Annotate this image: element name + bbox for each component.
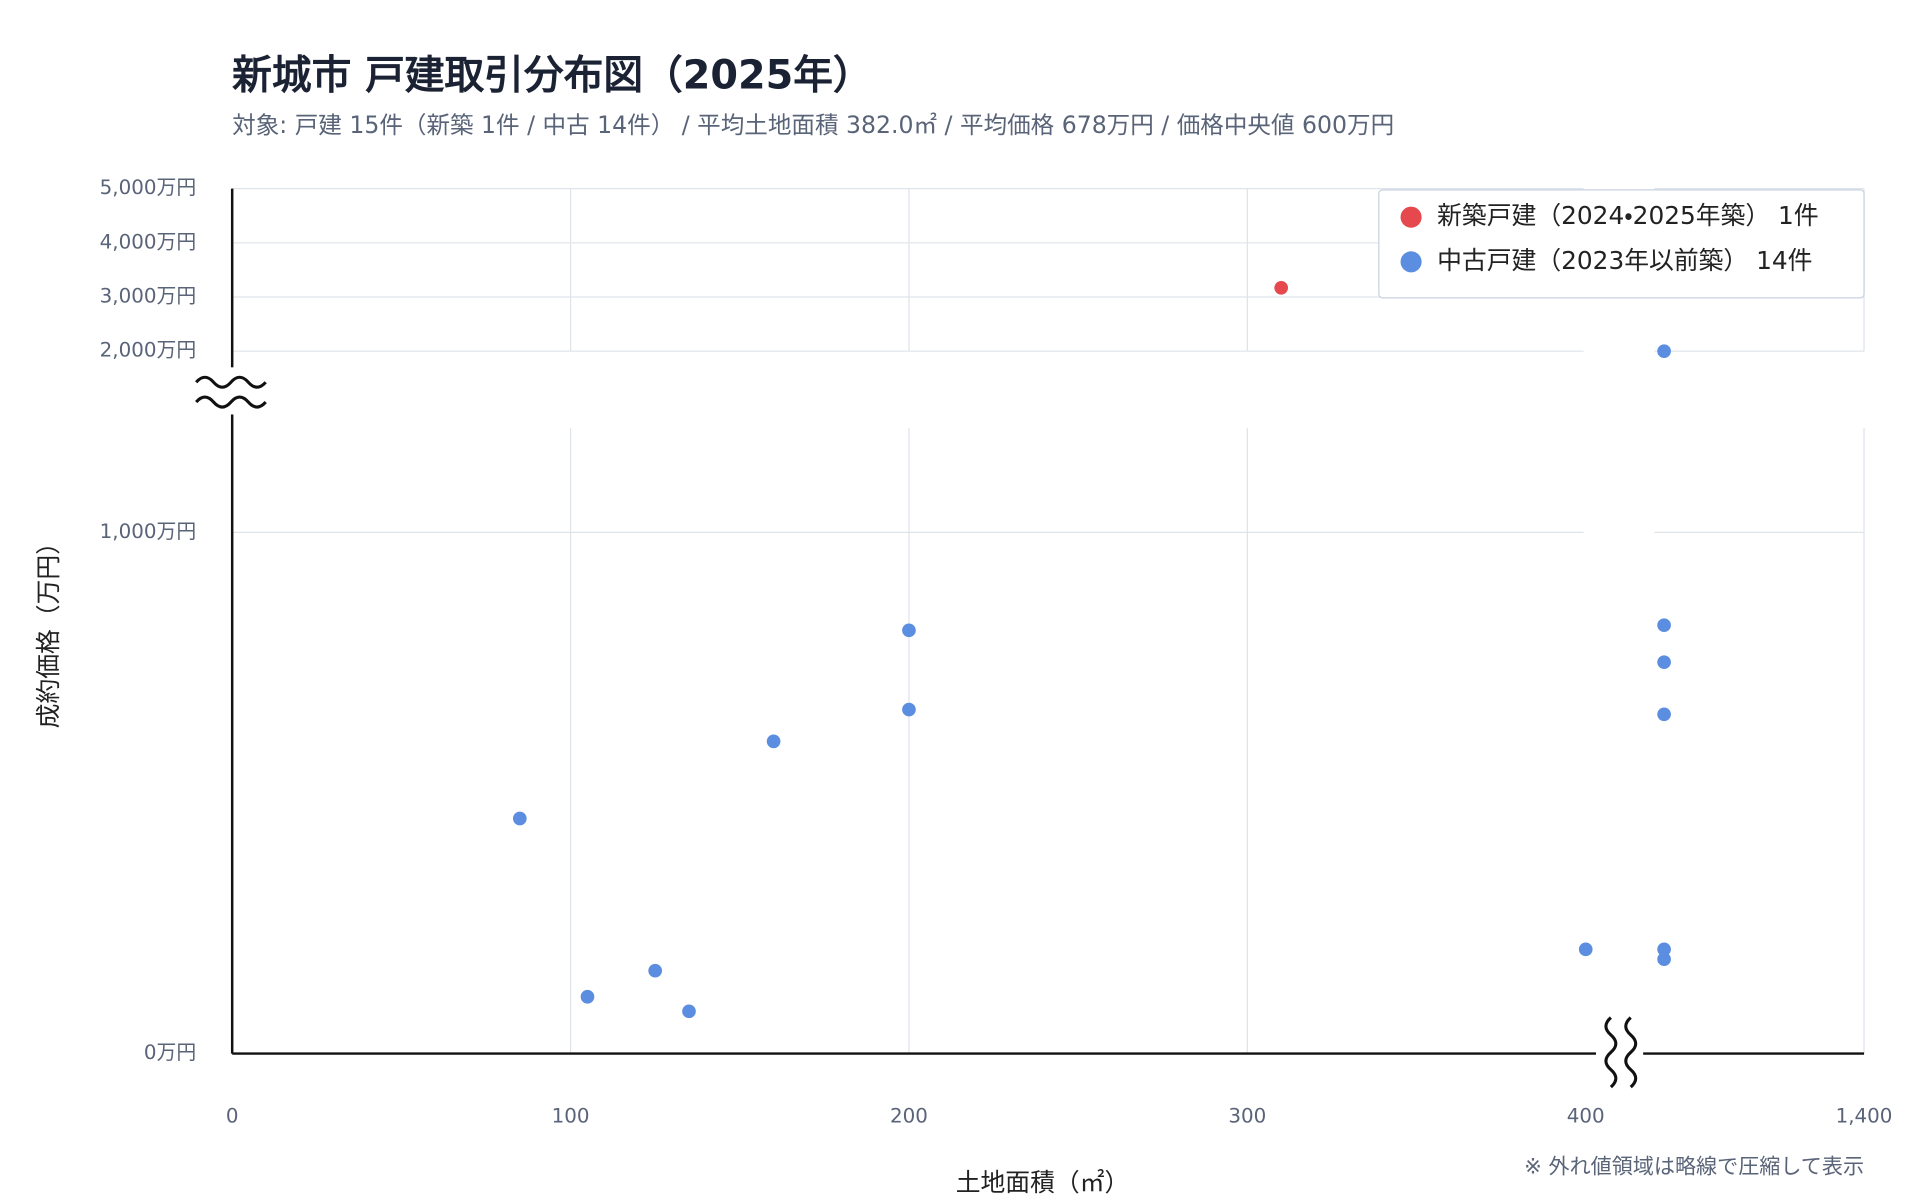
point — [902, 623, 916, 638]
y-tick-label: 3,000万円 — [100, 285, 196, 308]
legend-marker — [1400, 206, 1422, 228]
legend-marker — [1400, 251, 1422, 273]
grid: 0 100 200 300 400 1,400 0万円 1,000万円 2,000万円 3,000… — [100, 176, 1893, 1127]
y-tick-label: 0万円 — [144, 1041, 196, 1064]
x-tick-label: 300 — [1228, 1104, 1266, 1127]
y-tick-label: 4,000万円 — [100, 230, 196, 253]
chart-title: 新城市 戸建取引分布図（2025年） — [232, 53, 872, 99]
x-axis-title: 土地面積（㎡） — [956, 1168, 1130, 1197]
y-axis-title: 成約価格（万円） — [34, 530, 63, 728]
chart-subtitle: 対象: 戸建 15件（新築 1件 / 中古 14件） / 平均土地面積 382.… — [232, 111, 1394, 139]
point — [648, 963, 662, 978]
point — [1657, 655, 1671, 669]
points — [512, 280, 1671, 1019]
point — [682, 1004, 696, 1019]
point — [1657, 618, 1671, 632]
point — [1657, 952, 1671, 967]
x-axis-break — [1595, 1016, 1644, 1090]
y-tick-label: 2,000万円 — [100, 339, 196, 362]
legend-label: 中古戸建（2023年以前築） 14件 — [1437, 246, 1812, 275]
point — [1657, 942, 1671, 957]
point — [1657, 344, 1671, 359]
x-tick-label: 200 — [890, 1104, 928, 1127]
x-tick-label: 100 — [552, 1104, 590, 1127]
x-tick-label: 1,400 — [1836, 1104, 1893, 1127]
y-axis-break — [195, 367, 271, 415]
y-tick-label: 1,000万円 — [100, 520, 196, 543]
point — [512, 811, 527, 826]
point — [1274, 280, 1289, 295]
point — [580, 989, 595, 1004]
point — [1657, 707, 1671, 722]
legend-label: 新築戸建（2024・2025年築） 1件 — [1437, 201, 1818, 230]
legend-box — [1378, 189, 1865, 299]
footnote: ※ 外れ値領域は略線で圧縮して表示 — [1524, 1154, 1864, 1179]
x-tick-label: 0 — [226, 1104, 239, 1127]
x-tick-label: 400 — [1567, 1104, 1605, 1127]
y-tick-label: 5,000万円 — [100, 176, 196, 199]
point — [1578, 942, 1593, 957]
point — [902, 702, 916, 717]
point — [766, 734, 781, 749]
